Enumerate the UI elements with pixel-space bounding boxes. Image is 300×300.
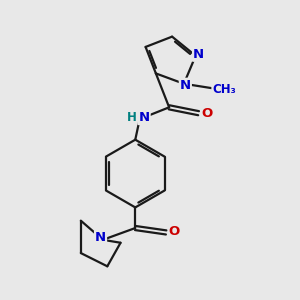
Text: H: H <box>127 111 136 124</box>
Text: O: O <box>169 225 180 239</box>
Text: N: N <box>95 231 106 244</box>
Text: N: N <box>193 48 204 61</box>
Text: O: O <box>201 107 212 120</box>
Text: CH₃: CH₃ <box>212 83 236 96</box>
Text: N: N <box>139 111 150 124</box>
Text: N: N <box>180 79 191 92</box>
